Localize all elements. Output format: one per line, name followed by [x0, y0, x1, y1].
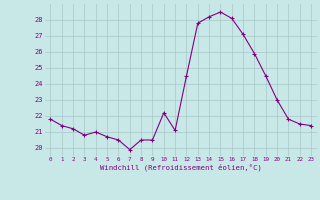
X-axis label: Windchill (Refroidissement éolien,°C): Windchill (Refroidissement éolien,°C): [100, 164, 262, 171]
